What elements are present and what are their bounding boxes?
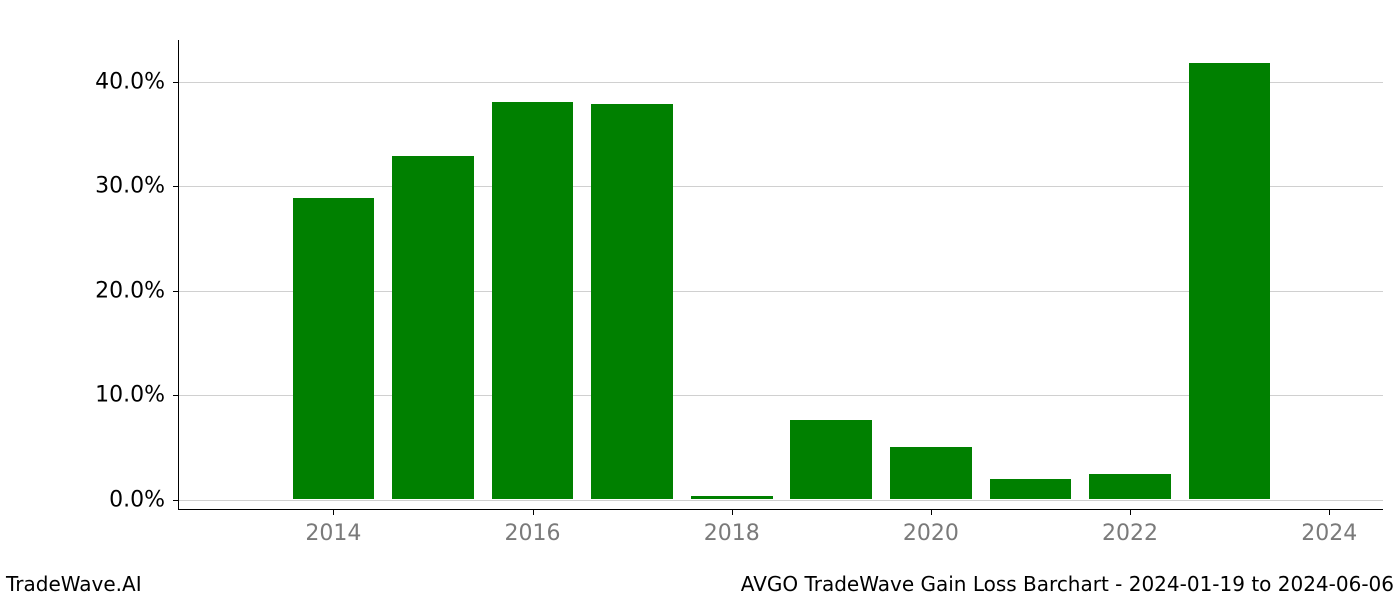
- x-tick-label: 2024: [1301, 509, 1357, 546]
- chart-container: 0.0% 10.0% 20.0% 30.0% 40.0% 2014 2016 2018 2020…: [0, 0, 1400, 600]
- x-tick-label: 2022: [1102, 509, 1158, 546]
- y-tick-label: 20.0%: [95, 278, 179, 303]
- bar: [1189, 63, 1271, 499]
- plot-area: 0.0%10.0%20.0%30.0%40.0%2014201620182020…: [178, 40, 1383, 510]
- x-tick-label: 2014: [305, 509, 361, 546]
- x-tick-label: 2016: [505, 509, 561, 546]
- bar: [790, 420, 872, 498]
- bar: [293, 198, 375, 499]
- bar: [1089, 474, 1171, 499]
- bar: [890, 447, 972, 498]
- y-tick-label: 30.0%: [95, 174, 179, 199]
- gridline: [179, 500, 1383, 501]
- bar: [691, 496, 773, 498]
- bar: [392, 156, 474, 499]
- y-tick-label: 40.0%: [95, 69, 179, 94]
- bar: [591, 104, 673, 499]
- footer-left-text: TradeWave.AI: [6, 572, 142, 596]
- x-tick-label: 2020: [903, 509, 959, 546]
- y-tick-label: 0.0%: [109, 487, 179, 512]
- y-tick-label: 10.0%: [95, 383, 179, 408]
- bar: [990, 479, 1072, 499]
- footer-right-text: AVGO TradeWave Gain Loss Barchart - 2024…: [741, 572, 1394, 596]
- bar: [492, 102, 574, 499]
- x-tick-label: 2018: [704, 509, 760, 546]
